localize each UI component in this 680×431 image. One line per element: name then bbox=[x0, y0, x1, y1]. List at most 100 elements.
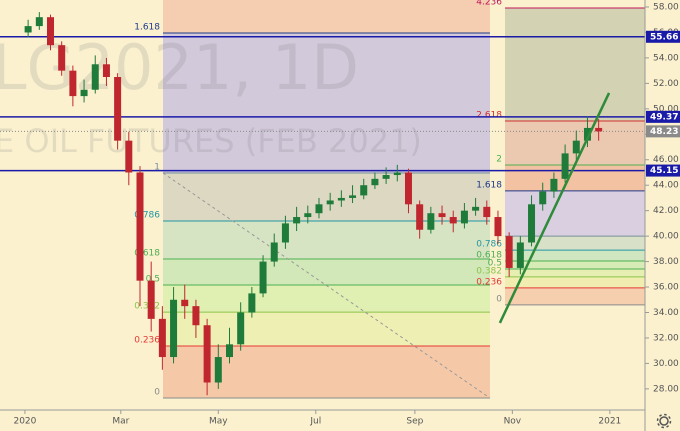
fib-band bbox=[163, 259, 490, 286]
x-tick-label: Jul bbox=[309, 417, 321, 427]
price-tag bbox=[646, 164, 680, 177]
candle-body bbox=[181, 299, 189, 307]
price-tag-label: 49.37 bbox=[650, 112, 678, 122]
fib-label: 0.618 bbox=[476, 250, 502, 260]
fib-band bbox=[163, 172, 490, 221]
fib-label: 0.618 bbox=[134, 249, 160, 259]
candle-body bbox=[47, 17, 55, 46]
y-tick-label: 40.00 bbox=[653, 232, 679, 242]
price-tag-label: 45.15 bbox=[650, 166, 678, 176]
candle-body bbox=[572, 140, 580, 154]
fib-band bbox=[505, 8, 645, 122]
fib-label: 0 bbox=[496, 294, 502, 304]
fib-band bbox=[505, 260, 645, 269]
candle-body bbox=[449, 217, 457, 224]
candle-body bbox=[404, 172, 412, 205]
y-tick-label: 30.00 bbox=[653, 359, 679, 369]
candle-body bbox=[69, 70, 77, 97]
candle-body bbox=[304, 213, 312, 218]
y-tick-label: 54.00 bbox=[653, 53, 679, 63]
fib-band bbox=[505, 0, 645, 9]
x-tick-label: May bbox=[209, 417, 228, 427]
fib-band bbox=[505, 268, 645, 277]
candle-body bbox=[192, 306, 200, 326]
candle-body bbox=[595, 127, 603, 132]
fib-label: 0.5 bbox=[146, 275, 160, 285]
candle-body bbox=[315, 204, 323, 214]
candle-body bbox=[528, 204, 536, 243]
candle-body bbox=[360, 185, 368, 196]
fib-band bbox=[505, 164, 645, 191]
x-tick-label: Nov bbox=[504, 417, 522, 427]
fib-label: 0 bbox=[154, 388, 160, 398]
fib-label: 2 bbox=[496, 154, 502, 164]
fib-band bbox=[163, 220, 490, 260]
y-tick-label: 46.00 bbox=[653, 155, 679, 165]
y-tick-label: 34.00 bbox=[653, 308, 679, 318]
candle-body bbox=[58, 45, 66, 71]
price-tag bbox=[646, 125, 680, 138]
candle-body bbox=[270, 242, 278, 262]
fib-label: 2.618 bbox=[476, 111, 502, 121]
candle-body bbox=[170, 299, 178, 358]
y-tick-label: 58.00 bbox=[653, 3, 679, 13]
candle-body bbox=[293, 217, 301, 224]
settings-icon[interactable] bbox=[656, 413, 672, 429]
candle-body bbox=[349, 195, 357, 198]
fib-band bbox=[163, 345, 490, 399]
y-tick-label: 28.00 bbox=[653, 384, 679, 394]
candle-body bbox=[516, 242, 524, 268]
fib-label: 0.382 bbox=[476, 266, 502, 276]
fib-band bbox=[505, 250, 645, 261]
candle-body bbox=[35, 17, 43, 27]
candle-body bbox=[259, 261, 267, 294]
candle-body bbox=[114, 77, 122, 141]
candle-body bbox=[248, 293, 256, 313]
candle-body bbox=[382, 175, 390, 179]
y-tick-label: 44.00 bbox=[653, 181, 679, 191]
fib-label: 0.236 bbox=[134, 335, 160, 345]
candle-body bbox=[561, 153, 569, 179]
y-tick-label: 42.00 bbox=[653, 206, 679, 216]
fib-band bbox=[163, 312, 490, 346]
fib-trend bbox=[162, 172, 491, 399]
candle-body bbox=[583, 127, 591, 141]
candle-body bbox=[237, 312, 245, 345]
fib-label: 0.5 bbox=[488, 258, 502, 268]
fib-label: 0.382 bbox=[134, 302, 160, 312]
y-tick-label: 38.00 bbox=[653, 257, 679, 267]
fib-band bbox=[163, 285, 490, 313]
axes: 28.00 30.00 32.00 34.00 36.00 38.00 40.00 42.00… bbox=[13, 3, 680, 427]
candle-body bbox=[225, 344, 233, 358]
candle-body bbox=[281, 223, 289, 243]
fib-band bbox=[163, 0, 490, 33]
fib-band bbox=[163, 32, 490, 173]
candle-body bbox=[539, 191, 547, 205]
candle-body bbox=[136, 172, 144, 281]
price-tag-label: 55.66 bbox=[650, 32, 678, 42]
candle-body bbox=[427, 213, 435, 230]
candle-body bbox=[158, 318, 166, 358]
fib-band bbox=[505, 276, 645, 288]
candle-body bbox=[438, 213, 446, 218]
candle-body bbox=[505, 236, 513, 268]
trend-line bbox=[498, 92, 611, 324]
price-tag-label: 48.23 bbox=[650, 127, 678, 137]
fib-label: 0.786 bbox=[134, 210, 160, 220]
price-tag bbox=[646, 30, 680, 43]
candle-body bbox=[550, 178, 558, 192]
x-tick-label: 2021 bbox=[598, 417, 621, 427]
watermark: E OIL FUTURES (FEB 2021) bbox=[0, 122, 422, 160]
candle-body bbox=[80, 89, 88, 97]
candle-body bbox=[214, 357, 222, 383]
candle-body bbox=[91, 64, 99, 90]
candle-body bbox=[125, 140, 133, 173]
fib-band bbox=[505, 236, 645, 251]
fib-band bbox=[505, 287, 645, 305]
candle-body bbox=[371, 178, 379, 186]
fib-label: 4.236 bbox=[476, 0, 502, 8]
candle-body bbox=[494, 217, 502, 237]
candle-body bbox=[203, 325, 211, 383]
